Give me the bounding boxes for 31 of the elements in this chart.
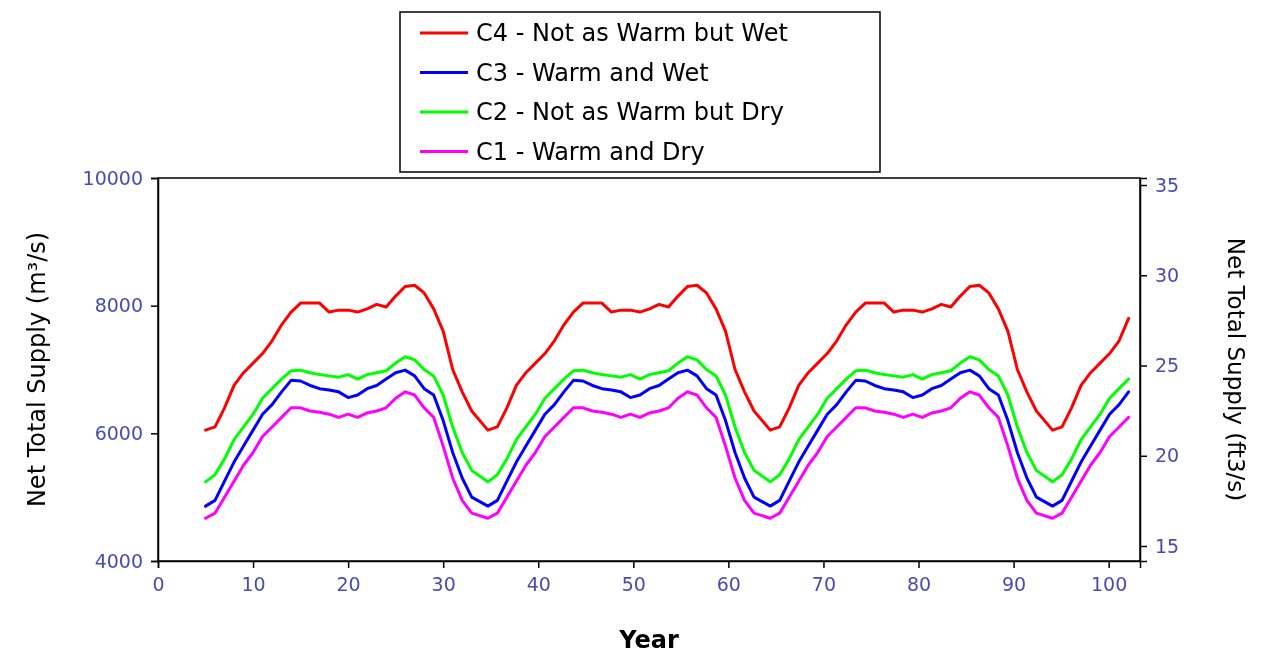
x-tick-label: 80 — [906, 573, 932, 596]
legend-label: C3 - Warm and Wet — [476, 58, 709, 87]
legend-label: C2 - Not as Warm but Dry — [476, 98, 784, 126]
x-axis-title: Year — [618, 626, 679, 653]
line-series — [204, 390, 1131, 520]
y2-axis-title: Net Total Supply (ft3/s) — [1223, 237, 1249, 502]
line-series — [204, 283, 1131, 432]
y-tick-label: 10000 — [82, 166, 143, 189]
legend-label: C4 - Not as Warm but Wet — [476, 19, 788, 47]
x-tick-label: 60 — [716, 573, 741, 596]
y2-tick-label: 30 — [1155, 263, 1180, 286]
y-tick-label: 6000 — [94, 421, 143, 444]
line-series — [204, 355, 1131, 484]
y-tick-label: 8000 — [94, 294, 143, 317]
y2-tick-label: 25 — [1155, 354, 1180, 377]
x-tick-label: 20 — [336, 573, 361, 596]
x-tick-label: 30 — [431, 573, 456, 596]
line-series — [204, 368, 1131, 508]
x-tick-label: 100 — [1091, 573, 1128, 596]
y-axis-title: Net Total Supply (m³/s) — [23, 231, 51, 508]
x-tick-label: 40 — [526, 573, 551, 596]
x-tick-label: 10 — [241, 573, 266, 596]
x-tick-label: 0 — [152, 573, 165, 596]
legend-label: C1 - Warm and Dry — [476, 137, 705, 166]
x-tick-label: 50 — [621, 573, 646, 596]
x-tick-label: 70 — [811, 573, 837, 596]
x-tick-label: 90 — [1001, 573, 1027, 596]
y2-tick-label: 35 — [1155, 173, 1180, 196]
y-tick-label: 4000 — [94, 549, 143, 572]
y2-tick-label: 15 — [1155, 534, 1180, 557]
y2-tick-label: 20 — [1155, 444, 1180, 467]
